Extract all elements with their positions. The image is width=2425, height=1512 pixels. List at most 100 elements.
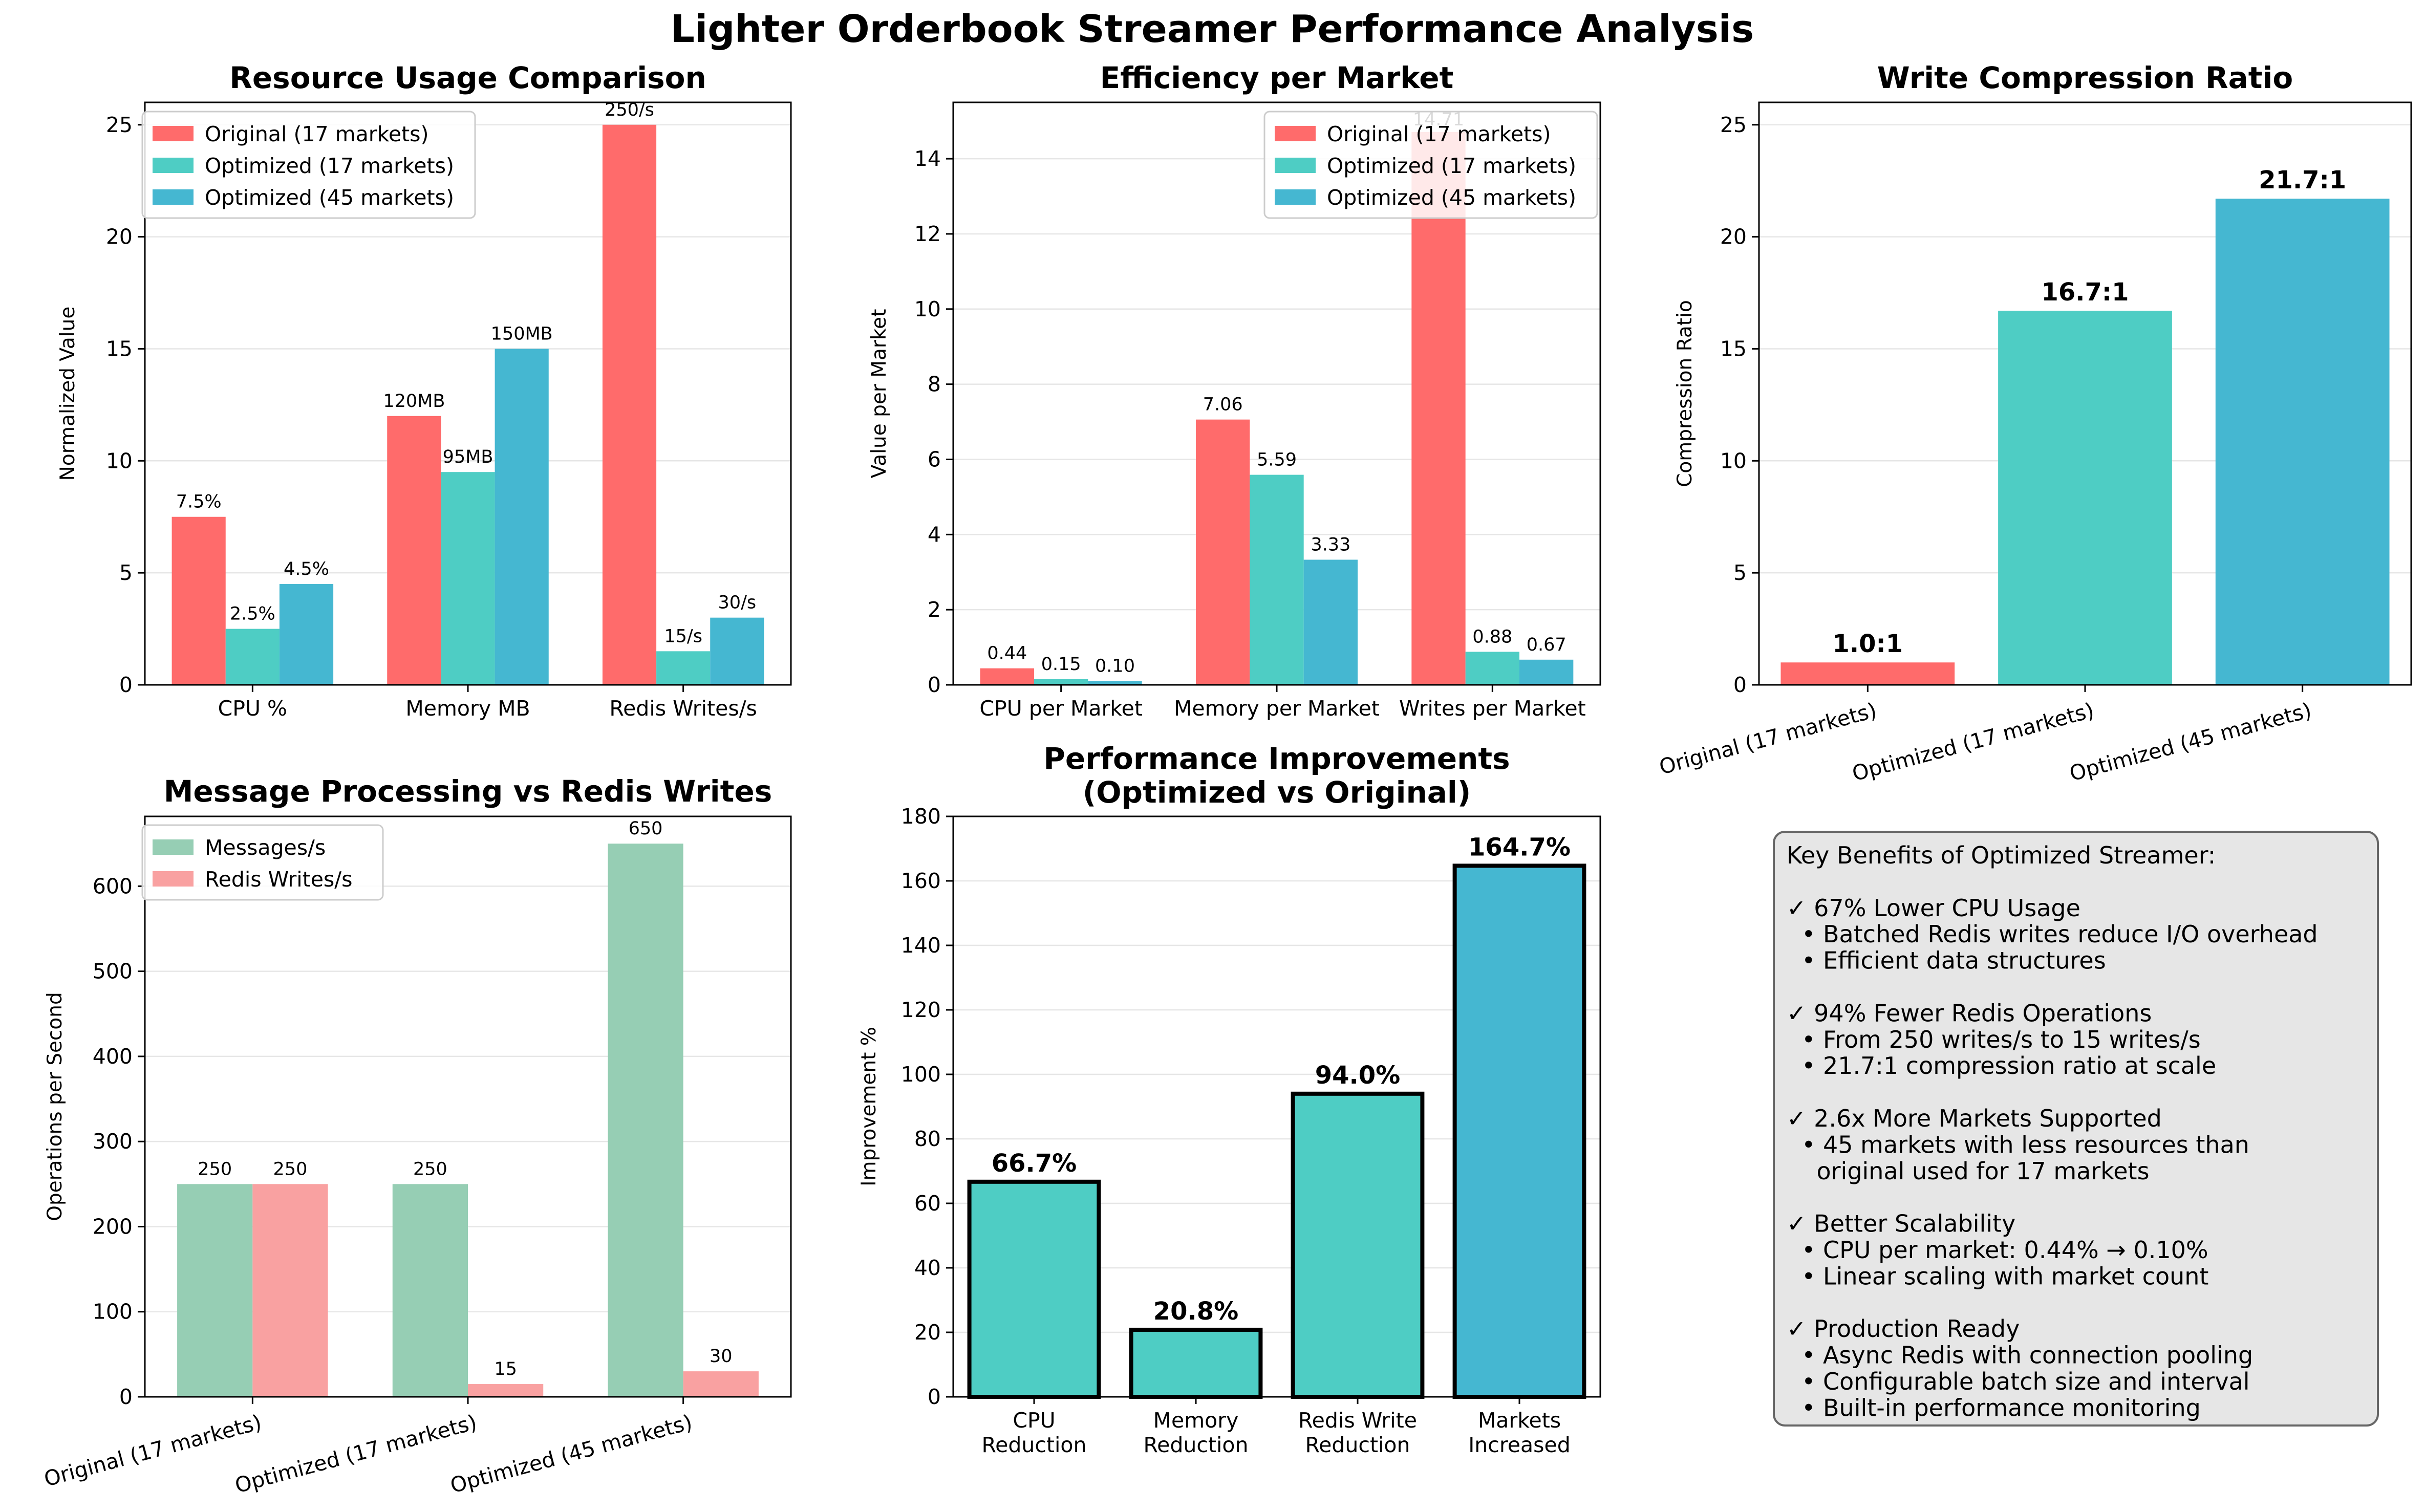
benefit-line: ✓ Better Scalability	[1787, 1210, 2015, 1238]
y-tick-label: 0	[928, 673, 941, 697]
bar-resource-s0-c2	[602, 124, 657, 685]
y-axis-label: Normalized Value	[56, 307, 79, 481]
y-tick-label: 500	[93, 959, 133, 984]
benefit-line: • Async Redis with connection pooling	[1787, 1342, 2253, 1369]
chart-efficiency: 0.447.0614.710.155.590.880.103.330.67024…	[868, 60, 1601, 721]
bar-improvements-c2	[1291, 1091, 1425, 1399]
data-label: 0.15	[1041, 654, 1081, 675]
data-label: 0.44	[987, 643, 1027, 664]
legend-label: Redis Writes/s	[205, 867, 352, 892]
legend-frame	[141, 111, 476, 219]
y-tick-label: 0	[928, 1385, 941, 1409]
y-tick-label: 8	[928, 372, 941, 397]
y-tick-label: 200	[93, 1214, 133, 1239]
chart-messages: 250 25065025015300100200300400500600Origi…	[41, 774, 792, 1498]
bar-efficiency-s0-c1	[1196, 419, 1250, 685]
bar-efficiency-s2-c1	[1303, 559, 1358, 685]
bar-messages-s0-c1	[392, 1184, 468, 1397]
x-tick-label: CPU %	[218, 696, 287, 721]
data-label: 250	[198, 1159, 232, 1179]
legend-label: Optimized (17 markets)	[205, 154, 454, 178]
benefits-frame	[1773, 831, 2379, 1427]
legend-swatch	[1275, 126, 1316, 141]
bar-improvements-c3	[1452, 863, 1586, 1399]
data-label: 4.5%	[284, 559, 329, 579]
legend: Original (17 markets) Optimized (17 marke…	[1263, 111, 1598, 219]
data-label: 250	[273, 1159, 308, 1179]
benefit-line: • 21.7:1 compression ratio at scale	[1787, 1052, 2216, 1079]
legend-swatch	[153, 189, 194, 205]
y-tick-label: 20	[914, 1320, 941, 1345]
y-tick-label: 6	[928, 447, 941, 471]
chart-compression: 1.0:1 16.7:1 21.7:1 0 5 10 15 20 25 Original (17 …	[1657, 60, 2412, 786]
y-tick-label: 15	[106, 336, 133, 361]
data-label: 16.7:1	[2041, 278, 2129, 307]
y-tick-label: 14	[914, 146, 941, 171]
data-label: 1.0:1	[1833, 630, 1903, 658]
legend-swatch	[1275, 158, 1316, 173]
y-tick-label: 60	[914, 1191, 941, 1216]
x-tick-label: Optimized (17 markets)	[1850, 698, 2097, 786]
bar-efficiency-s0-c0	[980, 668, 1034, 685]
y-tick-label: 600	[93, 874, 133, 898]
chart-title: Efficiency per Market	[1100, 60, 1454, 95]
bar-messages-s1-c0	[252, 1184, 328, 1397]
x-tick-label: CPU	[1013, 1408, 1055, 1433]
y-tick-label: 10	[914, 297, 941, 321]
x-tick-label: Original (17 markets)	[1657, 698, 1879, 780]
x-tick-label: CPU per Market	[979, 696, 1142, 721]
chart-subtitle: (Optimized vs Original)	[1083, 775, 1471, 810]
y-tick-label: 15	[1720, 336, 1747, 361]
bar-messages-s1-c2	[683, 1371, 759, 1397]
benefit-line: • Built-in performance monitoring	[1787, 1394, 2201, 1421]
chart-title: Message Processing vs Redis Writes	[164, 774, 772, 809]
benefit-line: ✓ Production Ready	[1787, 1315, 2020, 1343]
y-tick-label: 20	[1720, 225, 1747, 249]
benefit-line: ✓ 2.6x More Markets Supported	[1787, 1105, 2162, 1132]
legend-swatch	[153, 839, 194, 855]
data-label: 30/s	[718, 593, 757, 613]
benefit-line: • Batched Redis writes reduce I/O overhe…	[1787, 920, 2318, 948]
x-tick-label: Reduction	[982, 1433, 1087, 1457]
x-tick-label: Memory MB	[405, 696, 530, 721]
y-tick-label: 5	[1733, 560, 1747, 585]
axes-frame	[952, 815, 1601, 1398]
bar-messages-s1-c1	[468, 1384, 544, 1397]
data-label: 650	[629, 818, 663, 839]
data-label: 30	[710, 1346, 733, 1367]
y-tick-label: 40	[914, 1256, 941, 1280]
x-tick-label: Optimized (17 markets)	[232, 1410, 480, 1498]
y-tick-label: 4	[928, 522, 941, 547]
y-tick-label: 180	[901, 804, 941, 829]
bar-resource-s2-c1	[495, 349, 549, 685]
benefit-line: ✓ 94% Fewer Redis Operations	[1787, 999, 2152, 1027]
data-label: 21.7:1	[2259, 166, 2346, 195]
data-label: 3.33	[1311, 535, 1350, 555]
y-tick-label: 20	[106, 225, 133, 249]
y-tick-label: 160	[901, 869, 941, 893]
y-tick-label: 10	[106, 448, 133, 473]
legend-swatch	[153, 871, 194, 887]
chart-resource: 7.5%120MB250/s2.5%95MB15/s4.5%150MB30/s0…	[56, 60, 792, 721]
data-label: 5.59	[1257, 450, 1297, 470]
bar-improvements-c1	[1129, 1327, 1263, 1399]
data-label: 0.67	[1527, 635, 1566, 655]
bar-compression-c2	[2215, 199, 2390, 685]
x-tick-label: Reduction	[1305, 1433, 1410, 1457]
data-label: 66.7%	[992, 1149, 1077, 1178]
legend-label: Messages/s	[205, 835, 326, 860]
legend-label: Original (17 markets)	[205, 122, 429, 146]
figure-title: Lighter Orderbook Streamer Performance A…	[671, 7, 1754, 51]
chart-improvements: 66.7% 20.8% 94.0% 164.7% 0 20 40 60 80 100 120 140 1…	[857, 741, 1601, 1457]
data-label: 0.10	[1095, 656, 1135, 677]
data-label: 150MB	[491, 323, 553, 344]
chart-title: Write Compression Ratio	[1877, 60, 2293, 95]
legend: Messages/s Redis Writes/s	[141, 824, 384, 901]
y-axis-label: Value per Market	[868, 309, 891, 479]
legend-swatch	[153, 126, 194, 141]
y-tick-label: 0	[119, 673, 133, 697]
benefit-line: • Linear scaling with market count	[1787, 1262, 2208, 1290]
y-axis-label: Improvement %	[857, 1027, 881, 1186]
y-axis-label: Operations per Second	[44, 992, 67, 1221]
y-tick-label: 100	[93, 1300, 133, 1324]
